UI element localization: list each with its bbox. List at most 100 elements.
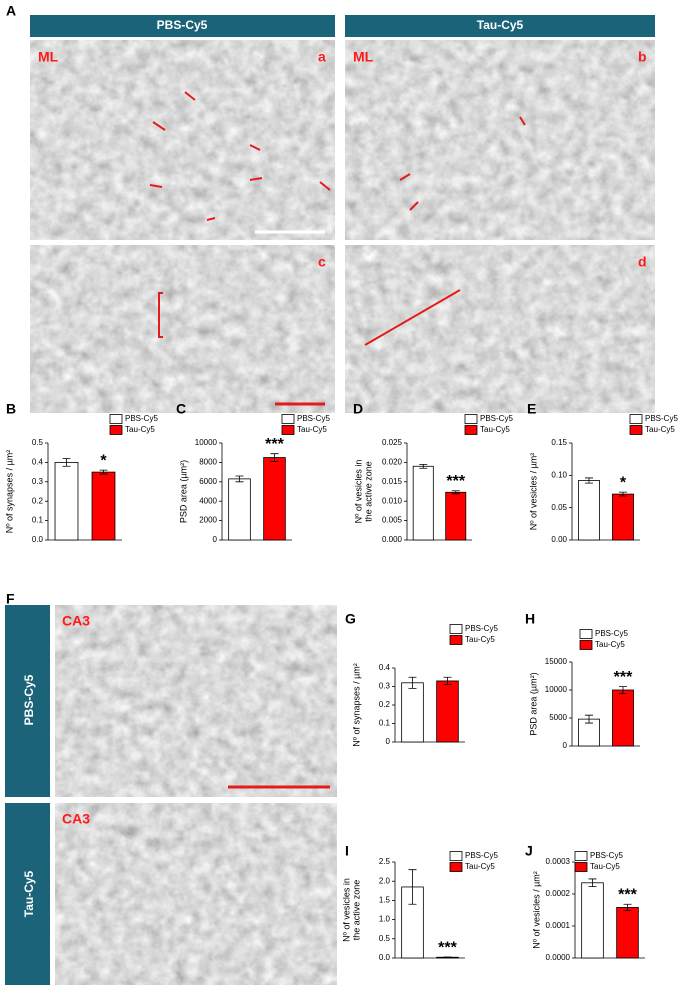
legend-swatch xyxy=(281,425,295,435)
y-tick-label: 0.000 xyxy=(382,535,403,544)
bar xyxy=(436,680,459,743)
y-axis-label: Nº of vesicles in xyxy=(341,878,351,942)
legend-label: Tau-Cy5 xyxy=(465,862,495,871)
y-axis-label: Nº of vesicles / µm² xyxy=(531,871,541,948)
legend-label: Tau-Cy5 xyxy=(645,425,675,434)
significance: *** xyxy=(438,939,457,956)
y-tick-label: 6000 xyxy=(199,477,217,486)
legend-label: PBS-Cy5 xyxy=(465,624,498,633)
y-tick-label: 0.0002 xyxy=(546,889,571,898)
bar xyxy=(263,457,286,541)
y-axis-label: the active zone xyxy=(363,461,373,522)
bar xyxy=(616,907,639,959)
legend-label: PBS-Cy5 xyxy=(465,851,498,860)
region-tag: ML xyxy=(38,49,59,65)
y-axis-label: PSD area (µm²) xyxy=(528,672,538,735)
header-bar xyxy=(345,15,655,37)
panel-letter: H xyxy=(525,611,535,627)
error-bar xyxy=(408,676,417,689)
y-tick-label: 5000 xyxy=(549,713,567,722)
legend-swatch xyxy=(281,414,295,424)
panel-letter: D xyxy=(353,401,363,417)
header: PBS-Cy5 xyxy=(157,18,208,32)
y-tick-label: 10000 xyxy=(195,438,218,447)
significance: * xyxy=(620,474,627,491)
row-label-bar xyxy=(5,605,50,797)
legend-label: PBS-Cy5 xyxy=(480,414,513,423)
error-bar xyxy=(588,878,597,888)
y-tick-label: 0.00 xyxy=(551,535,567,544)
y-axis-label: Nº of synapses / µm² xyxy=(351,663,361,747)
y-axis-label: the active zone xyxy=(351,880,361,941)
y-tick-label: 0 xyxy=(386,737,391,746)
y-tick-label: 10000 xyxy=(545,685,568,694)
legend-swatch xyxy=(579,629,593,639)
significance: *** xyxy=(446,473,465,490)
error-bar xyxy=(619,686,627,694)
legend-label: Tau-Cy5 xyxy=(480,425,510,434)
panel-letter: A xyxy=(6,3,16,19)
header-bar xyxy=(30,15,335,37)
panel-letter: B xyxy=(6,401,16,417)
y-tick-label: 1.0 xyxy=(379,915,391,924)
y-tick-label: 0.0000 xyxy=(546,953,571,962)
y-tick-label: 0.4 xyxy=(379,663,391,672)
legend-swatch xyxy=(574,851,588,861)
error-bar xyxy=(443,676,452,686)
legend-label: PBS-Cy5 xyxy=(645,414,678,423)
bar xyxy=(54,461,79,541)
micrograph xyxy=(30,245,335,413)
legend-swatch xyxy=(464,425,478,435)
error-bar xyxy=(619,491,627,497)
panel-letter: F xyxy=(6,591,15,607)
error-bar xyxy=(451,490,460,495)
legend-swatch xyxy=(574,862,588,872)
y-tick-label: 2.0 xyxy=(379,876,391,885)
y-tick-label: 0.3 xyxy=(32,477,44,486)
y-tick-label: 0.0 xyxy=(32,535,44,544)
y-tick-label: 15000 xyxy=(545,657,568,666)
y-axis-label: PSD area (µm²) xyxy=(178,460,188,523)
y-tick-label: 0.0003 xyxy=(546,857,571,866)
row-label-bar xyxy=(5,803,50,985)
significance: *** xyxy=(618,886,637,903)
y-tick-label: 0.5 xyxy=(32,438,44,447)
micrograph-letter: d xyxy=(638,254,647,270)
error-bar xyxy=(585,714,593,724)
y-tick-label: 1.5 xyxy=(379,896,391,905)
legend-swatch xyxy=(449,624,463,634)
error-bar xyxy=(62,458,71,467)
y-tick-label: 0.2 xyxy=(379,700,391,709)
legend-label: Tau-Cy5 xyxy=(297,425,327,434)
micrograph xyxy=(30,40,335,240)
micrograph-letter: b xyxy=(638,49,647,65)
legend-swatch xyxy=(629,425,643,435)
panel-letter: E xyxy=(527,401,536,417)
y-axis-label: Nº of vesicles in xyxy=(353,460,363,524)
y-tick-label: 0.1 xyxy=(379,719,391,728)
y-axis-label: Nº of synapses / µm² xyxy=(4,450,14,534)
region-tag: CA3 xyxy=(62,613,90,629)
y-tick-label: 0.15 xyxy=(551,438,567,447)
y-tick-label: 0.1 xyxy=(32,516,44,525)
panel-letter: C xyxy=(176,401,186,417)
bar xyxy=(401,682,424,743)
significance: *** xyxy=(265,436,284,453)
y-tick-label: 0 xyxy=(563,741,568,750)
panel-letter: G xyxy=(345,611,356,627)
bar xyxy=(612,689,634,747)
legend-label: PBS-Cy5 xyxy=(297,414,330,423)
micrograph xyxy=(345,40,655,240)
y-tick-label: 0.025 xyxy=(382,438,403,447)
micrograph-letter: c xyxy=(318,254,326,270)
y-tick-label: 0.010 xyxy=(382,496,403,505)
y-tick-label: 0.005 xyxy=(382,516,403,525)
micrograph xyxy=(345,245,655,413)
error-bar xyxy=(235,475,244,483)
bar xyxy=(578,480,600,541)
error-bar xyxy=(623,903,632,912)
y-tick-label: 0.5 xyxy=(379,934,391,943)
panel-letter: J xyxy=(525,843,533,859)
bar xyxy=(412,465,434,541)
